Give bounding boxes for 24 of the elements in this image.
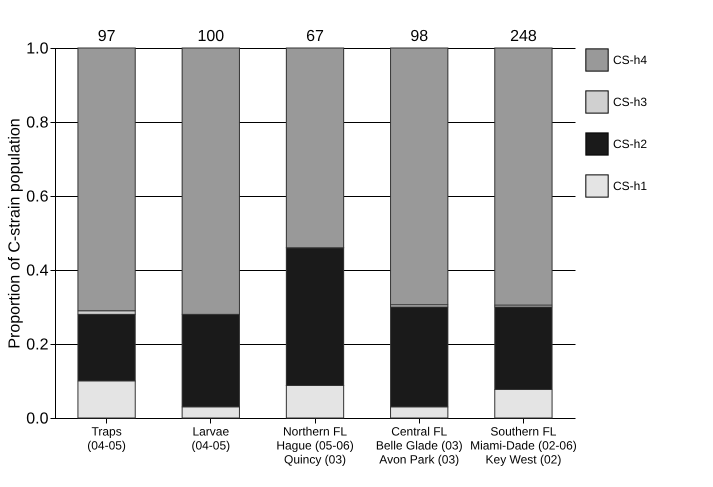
y-tick-label: 0.4 (26, 262, 49, 280)
x-tick-label: Central FL Belle Glade (03) Avon Park (03) (376, 424, 463, 466)
y-axis-title: Proportion of C-strain population (6, 118, 24, 349)
bar (494, 48, 553, 306)
annotation: 98 (410, 28, 428, 45)
y-tick-label: 0.0 (26, 410, 49, 428)
annotation: 100 (197, 28, 224, 45)
annotation: 67 (306, 28, 324, 45)
legend-label: CS-h1 (613, 179, 648, 193)
bar (390, 48, 448, 306)
legend-label: CS-h4 (613, 53, 648, 67)
x-tick-label: Northern FL Hague (05-06) Quincy (03) (276, 424, 354, 466)
y-tick-label: 0.8 (26, 114, 49, 132)
x-tick-label: Larvae (04-05) (191, 424, 230, 452)
legend-label: CS-h3 (613, 95, 648, 109)
y-tick-label: 1.0 (26, 40, 49, 58)
annotation: 97 (98, 28, 116, 45)
y-tick-label: 0.2 (26, 336, 49, 354)
bar (77, 48, 136, 312)
annotation: 248 (510, 28, 537, 45)
x-tick-label: Traps (04-05) (87, 424, 126, 452)
legend-label: CS-h2 (613, 137, 648, 151)
y-tick-label: 0.6 (26, 188, 49, 206)
x-tick-label: Southern FL Miami-Dade (02-06) Key West (02) (470, 424, 577, 466)
